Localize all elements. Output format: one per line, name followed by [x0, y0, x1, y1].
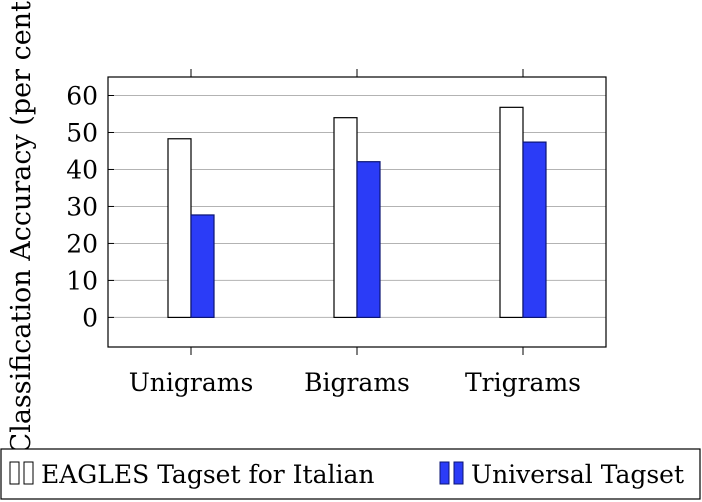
y-tick-label: 20 [66, 229, 98, 258]
bar [190, 214, 215, 319]
y-tick-label: 10 [66, 266, 98, 295]
bar [522, 141, 547, 319]
legend-label: Universal Tagset [471, 460, 684, 489]
bar [333, 117, 358, 319]
bar [499, 106, 524, 319]
legend: EAGLES Tagset for Italian Universal Tagse… [0, 448, 701, 500]
bars [167, 106, 547, 319]
legend-swatch [9, 461, 20, 485]
legend-swatch [453, 461, 464, 485]
y-ticks: 0 10 20 30 40 50 60 [66, 81, 114, 332]
x-tick-label: Unigrams [129, 368, 254, 397]
y-tick-label: 60 [66, 81, 98, 110]
y-tick-label: 40 [66, 155, 98, 184]
bar [167, 138, 192, 319]
legend-label: EAGLES Tagset for Italian [41, 460, 374, 489]
y-axis-label: Classification Accuracy (per cent) [6, 0, 37, 453]
x-tick-label: Trigrams [465, 368, 581, 397]
y-tick-label: 50 [66, 118, 98, 147]
legend-swatch [439, 461, 450, 485]
x-tick-label: Bigrams [304, 368, 410, 397]
x-ticks: Unigrams Bigrams Trigrams [129, 69, 581, 397]
y-tick-label: 0 [82, 303, 98, 332]
bar [356, 161, 381, 319]
y-tick-label: 30 [66, 192, 98, 221]
legend-swatch [23, 461, 34, 485]
legend-box [0, 448, 701, 500]
